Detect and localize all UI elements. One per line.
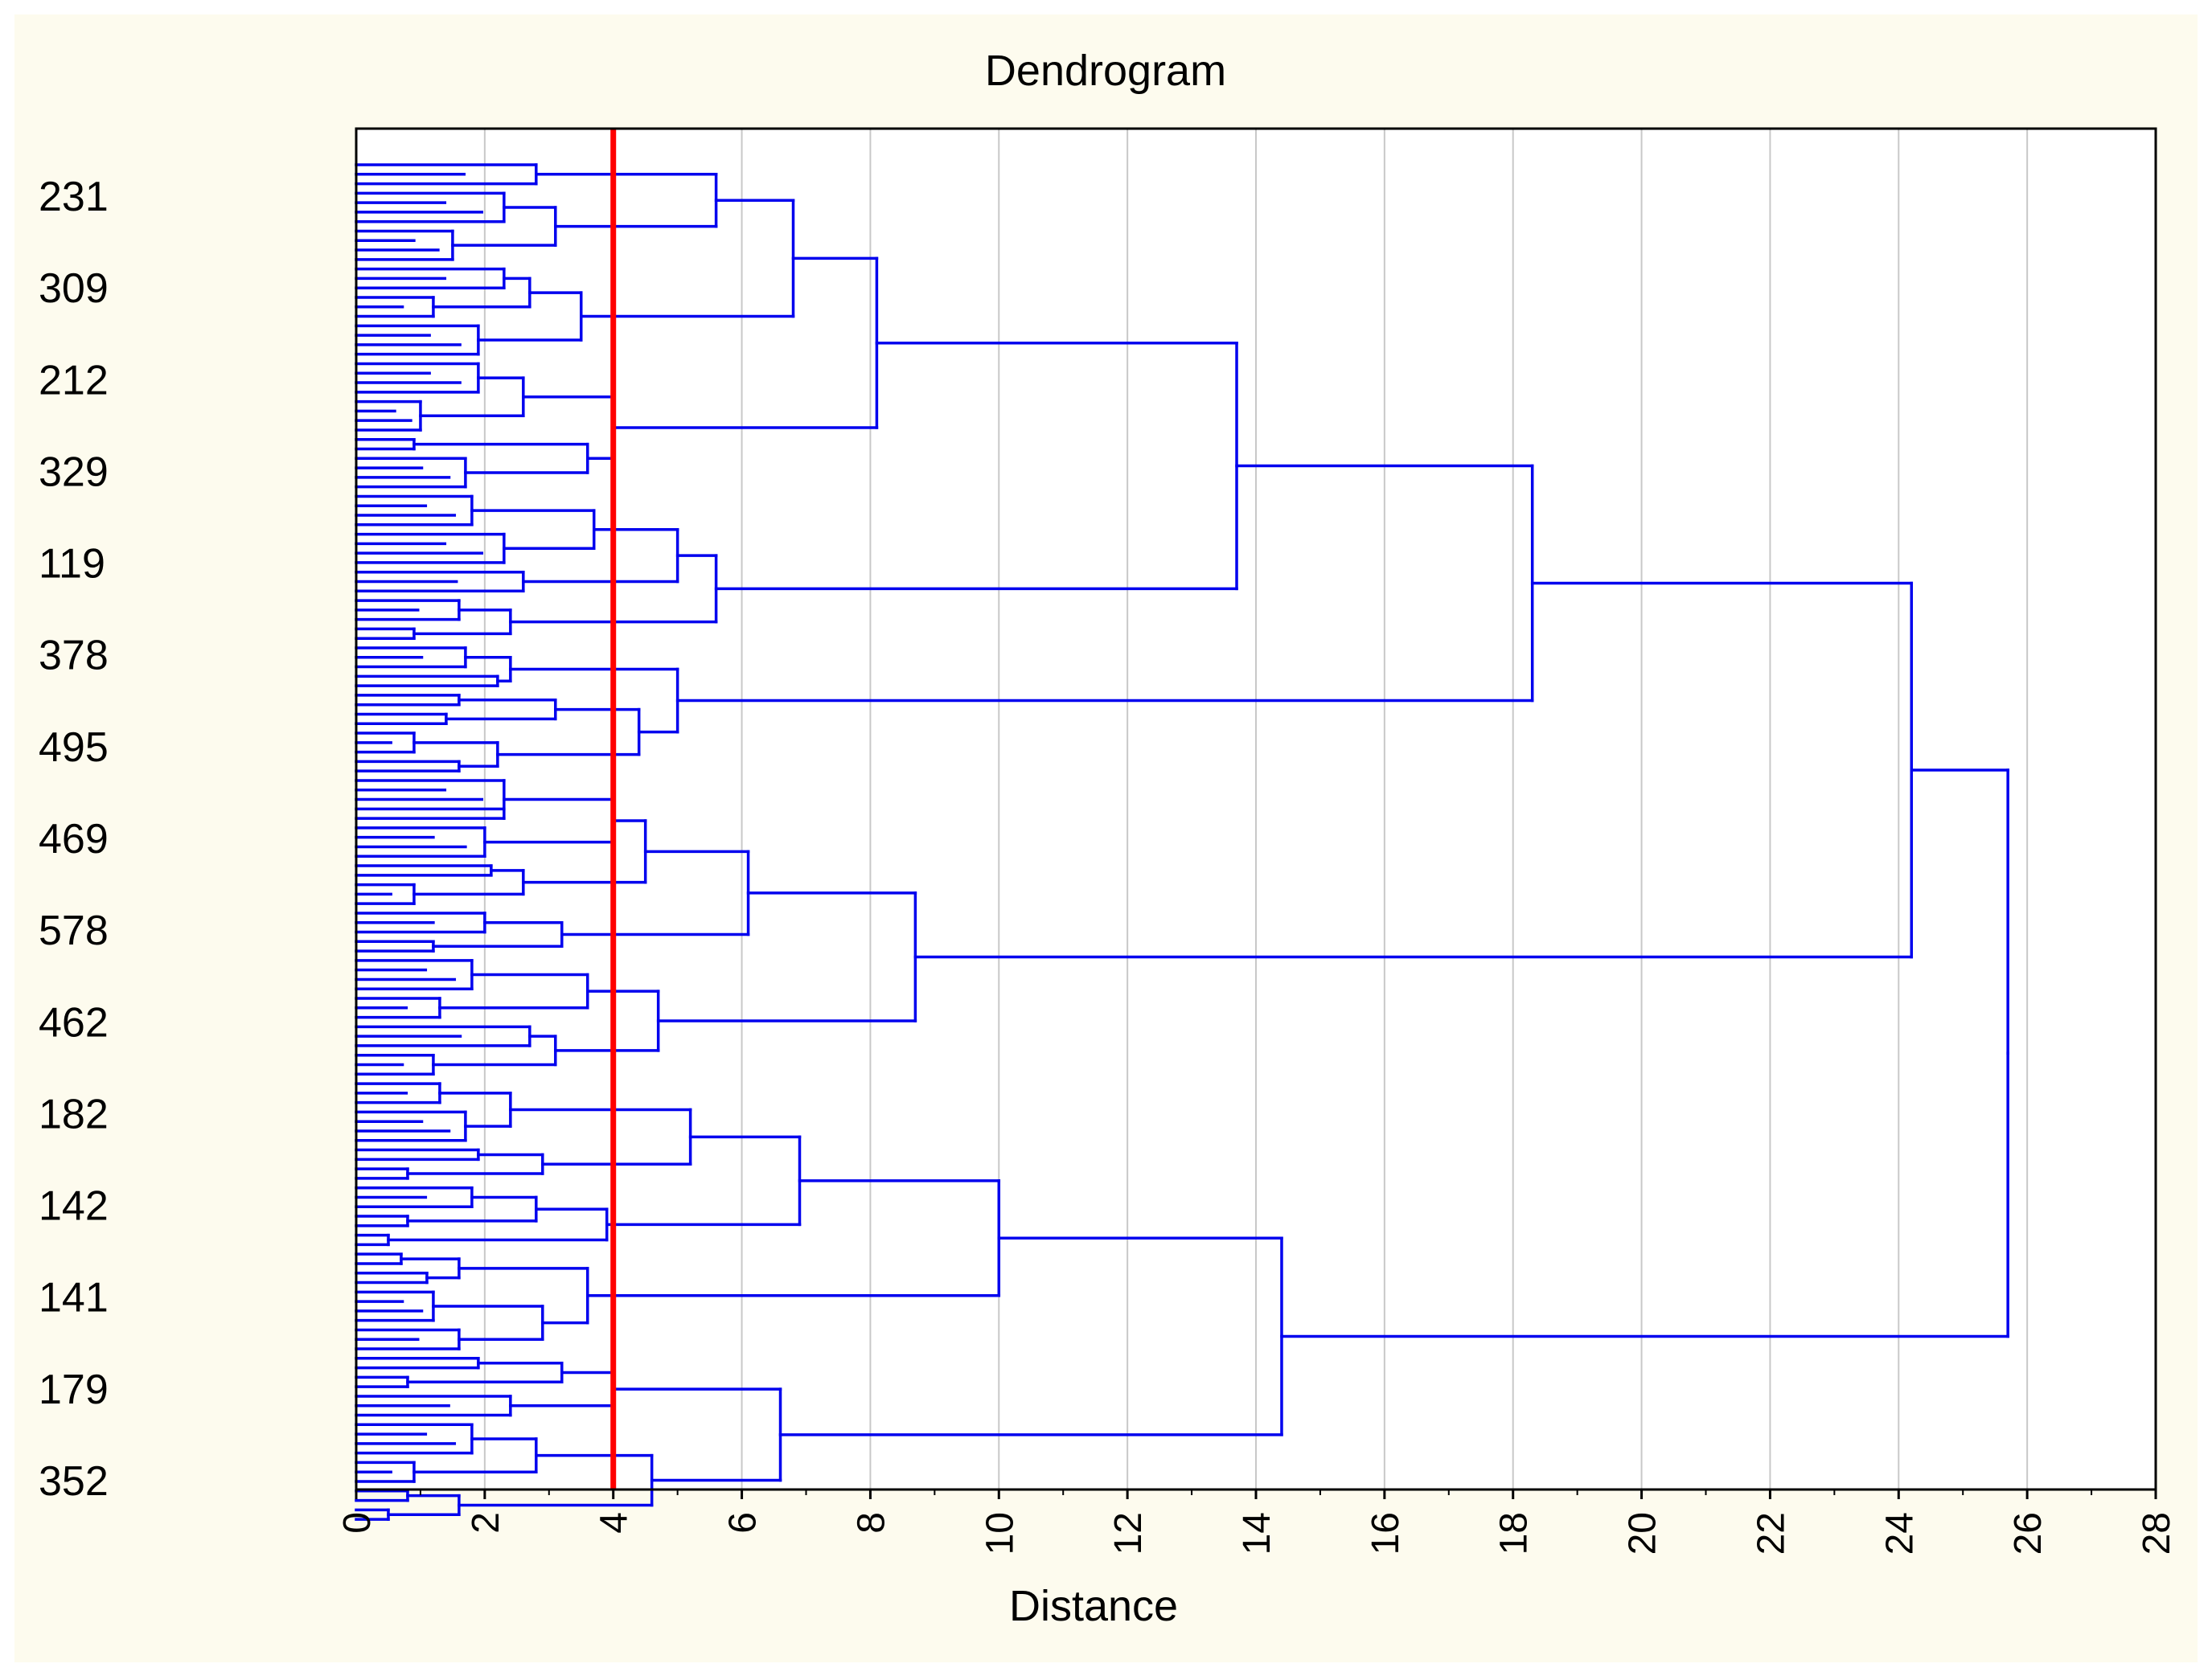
leaf-label: 182 [39, 1091, 109, 1137]
x-tick-label: 28 [2136, 1512, 2178, 1555]
leaf-label: 119 [39, 541, 105, 588]
x-tick-label: 4 [593, 1512, 636, 1534]
x-axis: 0 2 4 6 8 10 12 14 16 18 20 22 24 26 28 [336, 1490, 2178, 1555]
leaf-label: 141 [39, 1275, 109, 1322]
x-tick-label: 24 [1878, 1512, 1921, 1555]
grid-lines [483, 129, 2029, 1490]
x-tick-label: 26 [2007, 1512, 2050, 1555]
leaf-label: 495 [39, 724, 109, 771]
x-tick-label: 22 [1750, 1512, 1792, 1555]
x-tick-label: 8 [850, 1512, 893, 1534]
leaf-label: 231 [39, 174, 109, 220]
leaf-labels: 231 309 212 329 119 378 495 469 578 462 182 142 141 1… [39, 174, 109, 1505]
x-tick-label: 18 [1493, 1512, 1536, 1555]
x-tick-label: 12 [1107, 1512, 1150, 1555]
x-tick-label: 20 [1622, 1512, 1664, 1555]
x-tick-label: 0 [336, 1512, 379, 1534]
x-tick-label: 14 [1236, 1512, 1278, 1555]
x-tick-label: 6 [722, 1512, 765, 1534]
dendrogram-tree [355, 163, 2009, 1521]
x-axis-label: Distance [1009, 1582, 1178, 1630]
leaf-label: 462 [39, 999, 109, 1046]
leaf-label: 309 [39, 265, 109, 312]
leaf-label: 142 [39, 1183, 109, 1230]
leaf-label: 329 [39, 449, 109, 495]
x-tick-label: 10 [979, 1512, 1021, 1555]
leaf-label: 378 [39, 633, 109, 679]
leaf-label: 352 [39, 1458, 109, 1505]
x-tick-label: 16 [1365, 1512, 1407, 1555]
leaf-label: 179 [39, 1367, 109, 1413]
leaf-label: 212 [39, 357, 109, 404]
leaf-label: 469 [39, 816, 109, 863]
leaf-label: 578 [39, 908, 109, 954]
x-tick-label: 2 [465, 1512, 507, 1534]
chart-title: Dendrogram [985, 47, 1226, 95]
